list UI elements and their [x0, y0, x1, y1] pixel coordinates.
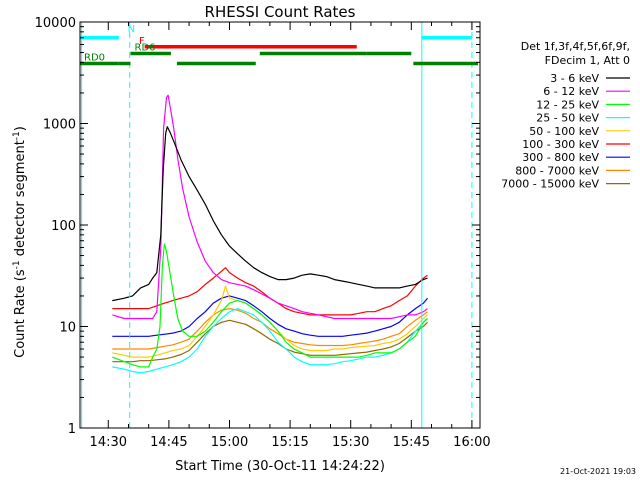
legend-header-line-2: FDecim 1, Att 0 — [545, 54, 630, 67]
x-tick-label: 15:00 — [211, 435, 248, 450]
x-axis-label: Start Time (30-Oct-11 14:24:22) — [175, 459, 385, 474]
timestamp: 21-Oct-2021 19:03 — [560, 467, 636, 476]
plot-area — [112, 94, 428, 374]
x-tick-label: 14:30 — [90, 435, 127, 450]
y-axis-label-mid: detector segment — [13, 140, 28, 260]
y-axis-label: Count Rate (s-1 detector segment-1) — [12, 126, 28, 358]
legend-label: 6 - 12 keV — [543, 85, 599, 98]
x-axis: 14:30 14:45 15:00 15:15 15:30 15:45 16:00 — [90, 22, 491, 450]
y-axis: 1 10 100 1000 10000 — [35, 16, 480, 437]
series-line-7 — [112, 308, 428, 350]
chart-title: RHESSI Count Rates — [205, 3, 356, 21]
legend-label: 25 - 50 keV — [536, 112, 599, 125]
x-tick-label: 14:45 — [150, 435, 187, 450]
legend-label: 50 - 100 keV — [529, 125, 599, 138]
y-axis-label-exp-1: -1 — [12, 260, 22, 269]
series-line-3 — [112, 308, 428, 374]
y-tick-label: 1000 — [43, 118, 76, 133]
state-bar-label-5: RD6 — [135, 42, 156, 53]
state-bar-label-2: N — [128, 24, 135, 35]
x-tick-label: 16:00 — [453, 435, 490, 450]
legend: Det 1f,3f,4f,5f,6f,9f, FDecim 1, Att 0 3… — [501, 40, 630, 191]
legend-label: 800 - 7000 keV — [515, 164, 599, 177]
y-axis-label-main: Count Rate (s — [13, 269, 28, 358]
series-line-8 — [112, 319, 428, 363]
state-bar-label-3: F — [139, 36, 145, 47]
y-tick-label: 100 — [51, 219, 76, 234]
y-tick-label: 1 — [68, 422, 76, 437]
legend-header-line-1: Det 1f,3f,4f,5f,6f,9f, — [521, 40, 630, 53]
y-tick-label: 10 — [59, 321, 76, 336]
state-bar-label-4: RD0 — [84, 53, 105, 64]
legend-label: 300 - 800 keV — [522, 151, 599, 164]
y-axis-label-exp-2: -1 — [12, 131, 22, 140]
y-tick-label: 10000 — [35, 16, 76, 31]
x-tick-label: 15:30 — [332, 435, 369, 450]
series-line-1 — [112, 94, 428, 320]
series-line-2 — [112, 243, 428, 368]
state-bars: NF RD0 RD6 — [80, 22, 478, 428]
legend-label: 3 - 6 keV — [550, 72, 599, 85]
legend-label: 12 - 25 keV — [536, 98, 599, 111]
y-axis-label-end: ) — [13, 126, 28, 131]
series-line-6 — [112, 295, 428, 337]
x-tick-label: 15:15 — [271, 435, 308, 450]
legend-label: 7000 - 15000 keV — [501, 178, 599, 191]
legend-label: 100 - 300 keV — [522, 138, 599, 151]
x-tick-label: 15:45 — [393, 435, 430, 450]
series-line-0 — [112, 126, 428, 302]
